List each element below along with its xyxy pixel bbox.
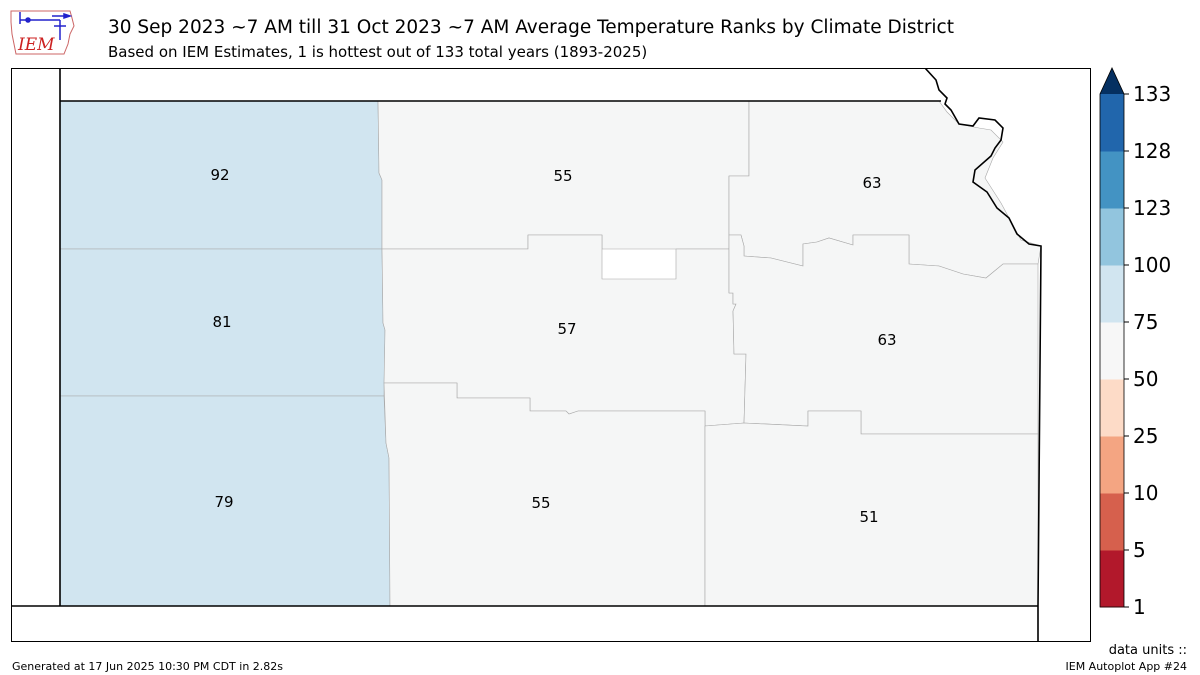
iem-logo: IEM <box>10 10 75 55</box>
autoplot-app-label: IEM Autoplot App #24 <box>1065 660 1188 673</box>
colorbar-bin <box>1100 436 1124 494</box>
colorbar-tick-label: 133 <box>1133 82 1171 106</box>
colorbar-extension <box>1100 68 1124 94</box>
colorbar-tick-label: 10 <box>1133 481 1158 505</box>
colorbar-segments <box>1099 67 1125 608</box>
district-rank-nc: 55 <box>553 167 572 185</box>
district-rank-se: 51 <box>859 508 878 526</box>
colorbar-tick-label: 123 <box>1133 196 1171 220</box>
district-rank-sc: 55 <box>531 494 550 512</box>
district-rank-wc: 81 <box>212 313 231 331</box>
iowa-outline-icon <box>10 10 75 55</box>
colorbar-bin <box>1100 265 1124 323</box>
colorbar-tick-label: 100 <box>1133 253 1171 277</box>
colorbar-bin <box>1100 208 1124 266</box>
data-units-label: data units :: <box>1108 643 1187 658</box>
district-rank-ne: 63 <box>862 174 881 192</box>
colorbar-tick-label: 128 <box>1133 139 1171 163</box>
colorbar-tick-label: 25 <box>1133 424 1158 448</box>
generated-timestamp: Generated at 17 Jun 2025 10:30 PM CDT in… <box>12 660 284 673</box>
district-rank-nw: 92 <box>210 166 229 184</box>
district-rank-ec: 63 <box>877 331 896 349</box>
weather-station-icon <box>19 12 73 40</box>
map-subtitle: Based on IEM Estimates, 1 is hottest out… <box>108 43 648 61</box>
colorbar-bin <box>1100 322 1124 380</box>
colorbar-tick-label: 50 <box>1133 367 1158 391</box>
map-title: 30 Sep 2023 ~7 AM till 31 Oct 2023 ~7 AM… <box>108 17 954 38</box>
colorbar-tick-label: 1 <box>1133 595 1146 616</box>
state-borders <box>11 68 1042 642</box>
colorbar-bin <box>1100 94 1124 152</box>
colorbar-tick-label: 5 <box>1133 538 1146 562</box>
district-sc <box>383 382 706 607</box>
colorbar-bin <box>1100 151 1124 209</box>
colorbar-ticks: 133 128 123 100 75 50 25 10 5 1 <box>1124 82 1171 616</box>
svg-text:IEM: IEM <box>17 35 55 55</box>
colorbar-tick-label: 75 <box>1133 310 1158 334</box>
district-rank-sw: 79 <box>214 493 233 511</box>
colorbar-outline <box>1099 67 1125 608</box>
colorbar-legend: 133 128 123 100 75 50 25 10 5 1 <box>1099 67 1171 616</box>
district-rank-c: 57 <box>557 320 576 338</box>
colorbar-bin <box>1100 550 1124 608</box>
colorbar-bin <box>1100 379 1124 437</box>
climate-district-map: 92 81 79 55 57 55 63 63 51 <box>11 68 1091 642</box>
district-ec <box>728 234 1039 435</box>
colorbar-bin <box>1100 493 1124 551</box>
